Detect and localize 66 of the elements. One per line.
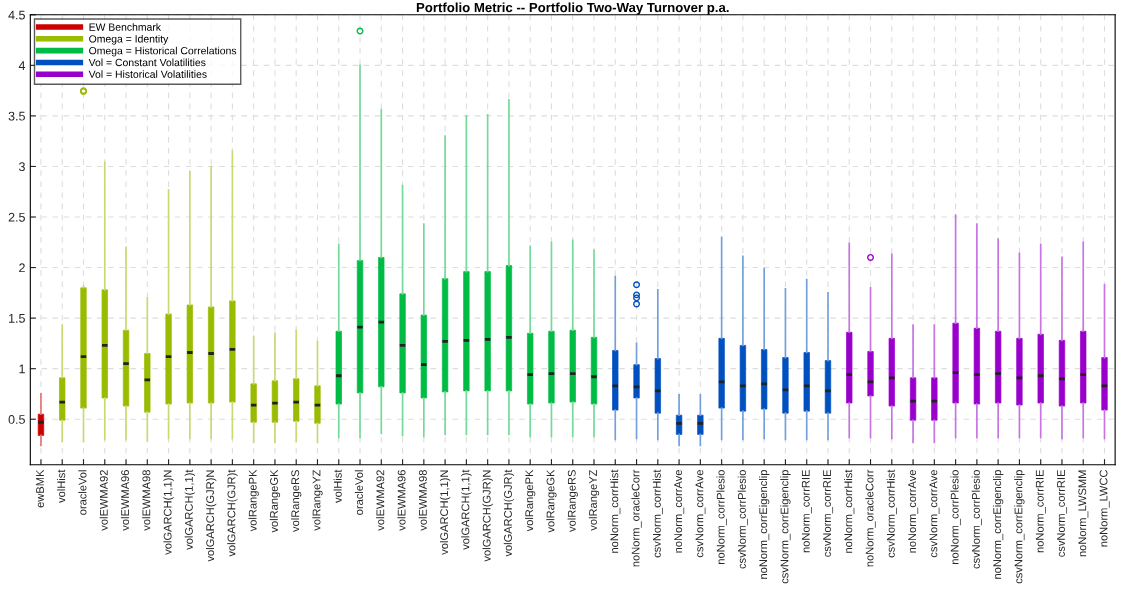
legend-label: Omega = Identity xyxy=(89,34,169,45)
x-tick-label: volEWMA98 xyxy=(418,470,427,531)
x-tick-label: csvNorm_corrAve xyxy=(695,470,706,558)
y-tick-label: 1.5 xyxy=(9,314,25,323)
x-tick-label: csvNorm_corrEigenclip xyxy=(1014,470,1025,584)
x-tick-label: volRangeYZ xyxy=(588,469,600,531)
x-tick-label: volRangePK xyxy=(248,469,259,532)
x-tick-label: ewBMK xyxy=(36,469,44,508)
y-tick-label: 0.5 xyxy=(8,415,25,424)
x-tick-label: volEWMA98 xyxy=(142,470,151,531)
x-tick-label: volHist xyxy=(57,469,66,503)
x-tick-label: volRangeRS xyxy=(567,470,578,532)
x-tick-label: csvNorm_corrEigenclip xyxy=(780,470,791,584)
x-tick-label: noNorm_corrAve xyxy=(674,470,685,553)
y-tick-label: 3 xyxy=(18,162,25,172)
x-tick-label: csvNorm_corrPlesio xyxy=(737,470,748,569)
x-tick-label: noNorm_corrEigenclip xyxy=(992,470,1004,579)
x-tick-label: volEWMA96 xyxy=(397,470,406,531)
x-tick-label: volGARCH(GJR)N xyxy=(482,470,493,562)
x-tick-label: volEWMA92 xyxy=(376,470,385,531)
x-tick-label: volGARCH(1,1)t xyxy=(184,469,196,550)
x-tick-label: volHist xyxy=(333,469,342,503)
legend-label: Vol = Historical Volatilities xyxy=(88,70,207,78)
y-tick-label: 2.5 xyxy=(8,212,25,222)
x-tick-label: volRangePK xyxy=(525,469,536,532)
x-tick-label: noNorm_corrAve xyxy=(908,470,919,553)
x-tick-label: csvNorm_corrPlesio xyxy=(971,470,982,569)
x-tick-label: noNorm_oracleCorr xyxy=(631,469,642,567)
x-tick-label: oracleVol xyxy=(354,470,363,515)
x-tick-label: noNorm_corrPlesio xyxy=(716,470,727,564)
x-tick-label: volRangeYZ xyxy=(312,469,323,531)
legend-label: Vol = Constant Volatilities xyxy=(88,58,206,67)
x-tick-label: csvNorm_corrHist xyxy=(652,469,663,558)
x-tick-label: volEWMA92 xyxy=(99,470,108,531)
chart-title: Portfolio Metric -- Portfolio Two-Way Turnover p.a. xyxy=(416,2,729,15)
x-tick-label: volGARCH(GJR)N xyxy=(205,470,217,562)
x-tick-label: noNorm_LWCC xyxy=(1099,470,1110,547)
y-tick-label: 4 xyxy=(18,61,26,70)
x-tick-label: noNorm_corrRIE xyxy=(801,470,812,553)
y-tick-label: 3.5 xyxy=(8,111,25,121)
x-tick-label: noNorm_corrHist xyxy=(610,469,621,553)
y-tick-label: 1 xyxy=(19,364,25,374)
x-tick-label: volRangeGK xyxy=(546,469,557,533)
x-tick-label: csvNorm_corrRIE xyxy=(1057,470,1068,557)
x-tick-label: volGARCH(GJR)t xyxy=(227,469,238,557)
x-tick-label: noNorm_LWSMM xyxy=(1078,470,1089,557)
x-tick-label: volGARCH(1,1)N xyxy=(439,470,451,555)
y-tick-label: 4.5 xyxy=(8,10,25,20)
y-tick-label: 2 xyxy=(19,263,25,273)
x-tick-label: volGARCH(1,1)N xyxy=(163,470,174,555)
x-tick-label: csvNorm_corrAve xyxy=(929,470,940,558)
x-tick-label: volRangeGK xyxy=(269,469,281,533)
x-tick-label: noNorm_oracleCorr xyxy=(865,469,876,567)
x-tick-label: volGARCH(1,1)t xyxy=(461,469,472,550)
x-tick-label: noNorm_corrHist xyxy=(844,469,855,553)
x-tick-label: volRangeRS xyxy=(291,470,302,532)
x-tick-label: noNorm_corrRIE xyxy=(1035,470,1046,553)
x-tick-label: volEWMA96 xyxy=(120,470,130,531)
legend-label: EW Benchmark xyxy=(89,23,162,31)
x-tick-label: csvNorm_corrRIE xyxy=(823,470,834,557)
x-tick-label: noNorm_corrPlesio xyxy=(950,470,961,564)
x-tick-label: volGARCH(GJR)t xyxy=(503,469,515,557)
x-tick-label: noNorm_corrEigenclip xyxy=(758,470,770,579)
x-tick-label: csvNorm_corrHist xyxy=(886,469,897,558)
legend-label: Omega = Historical Correlations xyxy=(89,46,237,57)
x-tick-label: oracleVol xyxy=(78,470,87,515)
